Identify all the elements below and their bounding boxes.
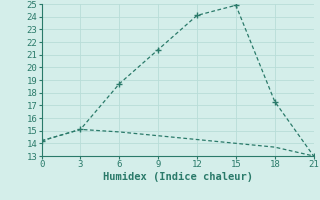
X-axis label: Humidex (Indice chaleur): Humidex (Indice chaleur) <box>103 172 252 182</box>
